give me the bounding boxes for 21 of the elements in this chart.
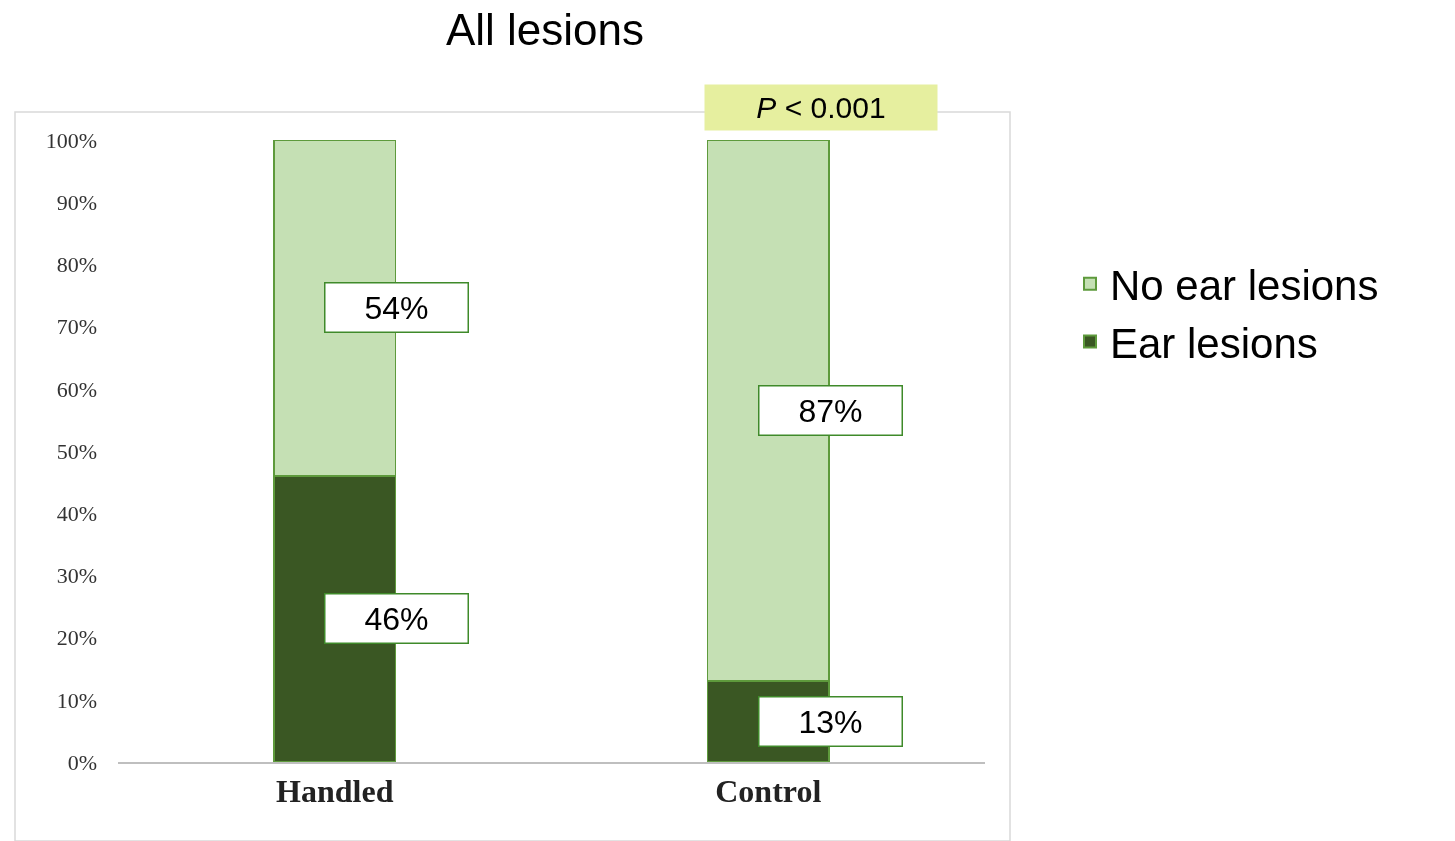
x-tick-label: Handled bbox=[276, 772, 394, 809]
y-tick-label: 40% bbox=[56, 500, 97, 526]
legend-label: Ear lesions bbox=[1110, 319, 1318, 367]
data-label: 87% bbox=[798, 392, 863, 429]
y-tick-label: 100% bbox=[45, 127, 97, 153]
y-tick-label: 70% bbox=[56, 314, 97, 340]
y-tick-label: 30% bbox=[56, 563, 97, 589]
y-tick-label: 80% bbox=[56, 252, 97, 278]
data-label: 54% bbox=[364, 289, 429, 326]
y-tick-label: 10% bbox=[56, 687, 97, 713]
y-tick-label: 60% bbox=[56, 376, 97, 402]
y-tick-label: 0% bbox=[67, 749, 97, 775]
y-tick-label: 90% bbox=[56, 189, 97, 215]
legend-label: No ear lesions bbox=[1110, 262, 1379, 310]
x-tick-label: Control bbox=[715, 772, 822, 809]
data-label: 13% bbox=[798, 703, 863, 740]
data-label: 46% bbox=[364, 600, 429, 637]
chart-title: All lesions bbox=[445, 5, 645, 55]
y-tick-label: 50% bbox=[56, 438, 97, 464]
y-tick-label: 20% bbox=[56, 625, 97, 651]
text: P < 0.001 bbox=[756, 91, 886, 124]
